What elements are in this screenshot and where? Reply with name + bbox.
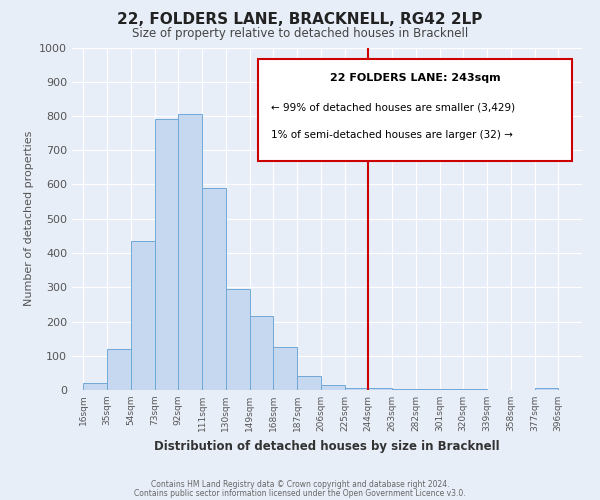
X-axis label: Distribution of detached houses by size in Bracknell: Distribution of detached houses by size … — [154, 440, 500, 452]
Text: Contains HM Land Registry data © Crown copyright and database right 2024.: Contains HM Land Registry data © Crown c… — [151, 480, 449, 489]
Bar — [273, 347, 297, 390]
Bar — [178, 114, 202, 390]
Text: Size of property relative to detached houses in Bracknell: Size of property relative to detached ho… — [132, 28, 468, 40]
Bar — [131, 241, 155, 390]
Text: 22, FOLDERS LANE, BRACKNELL, RG42 2LP: 22, FOLDERS LANE, BRACKNELL, RG42 2LP — [118, 12, 482, 28]
FancyBboxPatch shape — [258, 60, 572, 160]
Text: Contains public sector information licensed under the Open Government Licence v3: Contains public sector information licen… — [134, 489, 466, 498]
Bar — [535, 388, 558, 390]
Bar — [368, 388, 392, 390]
Text: 22 FOLDERS LANE: 243sqm: 22 FOLDERS LANE: 243sqm — [329, 73, 500, 83]
Bar — [392, 389, 416, 390]
Bar — [297, 376, 321, 390]
Text: 1% of semi-detached houses are larger (32) →: 1% of semi-detached houses are larger (3… — [271, 130, 513, 140]
Bar — [107, 349, 131, 390]
Text: ← 99% of detached houses are smaller (3,429): ← 99% of detached houses are smaller (3,… — [271, 102, 515, 113]
Bar — [321, 385, 344, 390]
Bar — [83, 383, 107, 390]
Y-axis label: Number of detached properties: Number of detached properties — [23, 131, 34, 306]
Bar — [155, 120, 178, 390]
Bar — [250, 316, 273, 390]
Bar — [202, 188, 226, 390]
Bar — [226, 289, 250, 390]
Bar — [344, 388, 368, 390]
Bar — [416, 389, 439, 390]
